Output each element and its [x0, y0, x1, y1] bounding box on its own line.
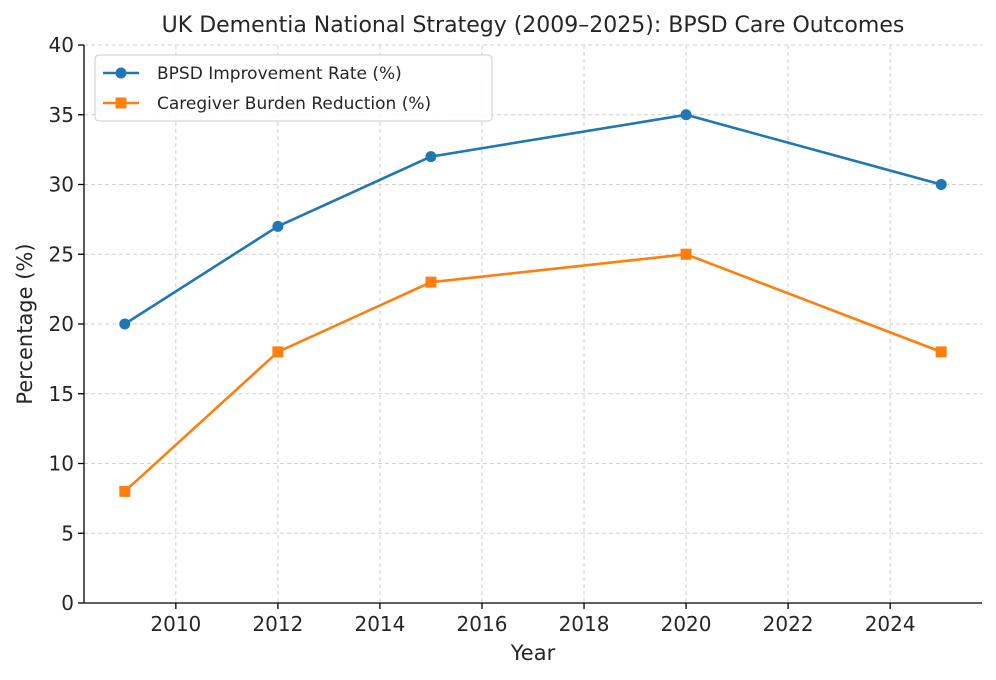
- legend-marker: [115, 67, 127, 79]
- data-point: [680, 248, 692, 260]
- x-tick-label: 2020: [661, 612, 712, 636]
- x-tick-label: 2018: [559, 612, 610, 636]
- x-tick-label: 2022: [763, 612, 814, 636]
- x-tick-label: 2012: [252, 612, 303, 636]
- grid: [84, 44, 982, 604]
- y-axis-label: Percentage (%): [13, 243, 37, 404]
- data-point: [680, 109, 692, 121]
- y-tick-label: 0: [61, 591, 74, 615]
- data-point: [119, 485, 131, 497]
- legend: BPSD Improvement Rate (%) Caregiver Burde…: [94, 54, 493, 122]
- legend-label: Caregiver Burden Reduction (%): [157, 94, 431, 114]
- series-group: [119, 109, 947, 497]
- data-point: [425, 276, 437, 288]
- series-1: [119, 248, 947, 497]
- chart-title: UK Dementia National Strategy (2009–2025…: [162, 13, 905, 38]
- legend-item: Caregiver Burden Reduction (%): [103, 94, 431, 114]
- data-point: [119, 318, 131, 330]
- x-tick-label: 2014: [354, 612, 405, 636]
- x-tick-label: 2024: [865, 612, 916, 636]
- x-tick-label: 2016: [457, 612, 508, 636]
- y-tick-label: 10: [49, 452, 74, 476]
- series-0: [119, 109, 947, 330]
- legend-label: BPSD Improvement Rate (%): [157, 64, 402, 84]
- y-tick-label: 30: [49, 173, 74, 197]
- data-point: [425, 151, 437, 163]
- data-point: [272, 346, 284, 358]
- legend-box: [94, 54, 493, 122]
- y-tick-label: 20: [49, 312, 74, 336]
- series-line: [123, 253, 942, 493]
- x-axis-label: Year: [510, 641, 556, 665]
- legend-item: BPSD Improvement Rate (%): [103, 64, 402, 84]
- series-line: [124, 113, 942, 326]
- y-tick-label: 40: [49, 33, 74, 57]
- data-point: [935, 179, 947, 190]
- y-tick-label: 15: [49, 382, 74, 406]
- axes: 2010 2012 2014 2016 2018 2020 2022 2024 0 5 10 15 20…: [49, 33, 982, 636]
- data-point: [935, 346, 947, 358]
- y-tick-label: 25: [49, 242, 74, 266]
- legend-marker: [115, 97, 127, 109]
- y-tick-label: 35: [49, 103, 74, 127]
- x-tick-label: 2010: [150, 612, 201, 636]
- y-tick-label: 5: [61, 521, 74, 545]
- data-point: [272, 220, 284, 232]
